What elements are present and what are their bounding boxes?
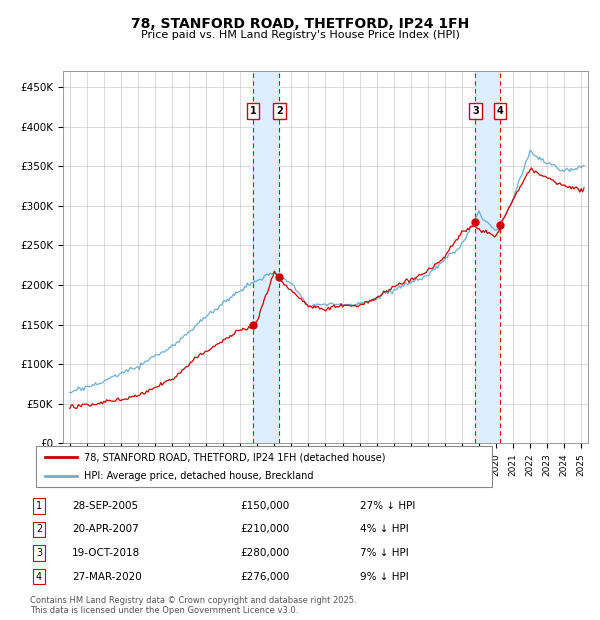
Text: HPI: Average price, detached house, Breckland: HPI: Average price, detached house, Brec… xyxy=(84,471,313,481)
Text: 27% ↓ HPI: 27% ↓ HPI xyxy=(360,501,415,511)
Text: £276,000: £276,000 xyxy=(240,572,289,582)
Text: 28-SEP-2005: 28-SEP-2005 xyxy=(72,501,138,511)
Text: 3: 3 xyxy=(36,548,42,558)
Text: 78, STANFORD ROAD, THETFORD, IP24 1FH: 78, STANFORD ROAD, THETFORD, IP24 1FH xyxy=(131,17,469,32)
Text: £210,000: £210,000 xyxy=(240,525,289,534)
Text: £280,000: £280,000 xyxy=(240,548,289,558)
Text: 1: 1 xyxy=(36,501,42,511)
Text: 9% ↓ HPI: 9% ↓ HPI xyxy=(360,572,409,582)
Text: 20-APR-2007: 20-APR-2007 xyxy=(72,525,139,534)
Text: 3: 3 xyxy=(472,106,479,116)
Text: 78, STANFORD ROAD, THETFORD, IP24 1FH (detached house): 78, STANFORD ROAD, THETFORD, IP24 1FH (d… xyxy=(84,452,385,463)
Text: 19-OCT-2018: 19-OCT-2018 xyxy=(72,548,140,558)
Text: 4% ↓ HPI: 4% ↓ HPI xyxy=(360,525,409,534)
Text: Contains HM Land Registry data © Crown copyright and database right 2025.
This d: Contains HM Land Registry data © Crown c… xyxy=(30,596,356,615)
Text: 2: 2 xyxy=(36,525,42,534)
Text: £150,000: £150,000 xyxy=(240,501,289,511)
Text: 4: 4 xyxy=(36,572,42,582)
Text: 27-MAR-2020: 27-MAR-2020 xyxy=(72,572,142,582)
Text: 1: 1 xyxy=(250,106,256,116)
Text: 7% ↓ HPI: 7% ↓ HPI xyxy=(360,548,409,558)
Text: Price paid vs. HM Land Registry's House Price Index (HPI): Price paid vs. HM Land Registry's House … xyxy=(140,30,460,40)
FancyBboxPatch shape xyxy=(36,446,492,487)
Bar xyxy=(475,71,500,443)
Bar xyxy=(253,71,280,443)
Text: 2: 2 xyxy=(276,106,283,116)
Text: 4: 4 xyxy=(497,106,503,116)
